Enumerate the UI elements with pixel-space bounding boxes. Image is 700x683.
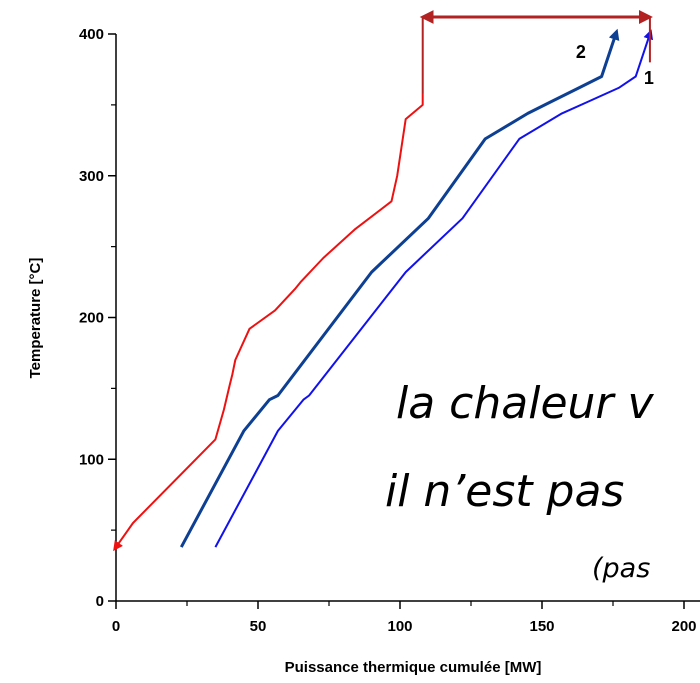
y-tick-label-0: 0 — [96, 593, 104, 610]
y-tick-label-300: 300 — [79, 168, 104, 185]
x-axis-title: Puissance thermique cumulée [MW] — [285, 659, 542, 676]
series-line-2 — [179, 28, 620, 548]
x-tick-label-100: 100 — [387, 618, 412, 635]
x-tick-label-50: 50 — [250, 618, 267, 635]
overlay-text-line-3: (pas — [592, 553, 650, 584]
y-axis-title: Temperature [°C] — [27, 258, 44, 379]
x-tick-label-200: 200 — [671, 618, 696, 635]
series-layer: 21 — [113, 28, 654, 552]
series-label-2: 2 — [576, 42, 586, 62]
overlay-text-line-2: il n’est pas — [385, 466, 624, 517]
ticks: 0 50 100 150 200 0 100 200 300 400 — [79, 26, 697, 635]
x-tick-label-150: 150 — [529, 618, 554, 635]
annotation-layer — [419, 9, 653, 94]
series-line-1 — [214, 29, 654, 548]
y-tick-label-100: 100 — [79, 451, 104, 468]
y-tick-label-400: 400 — [79, 26, 104, 43]
series-label-1: 1 — [644, 68, 654, 88]
y-tick-label-200: 200 — [79, 310, 104, 327]
x-tick-label-0: 0 — [112, 618, 120, 635]
overlay-text-line-1: la chaleur v — [396, 378, 654, 429]
series-line-1 — [113, 93, 424, 552]
